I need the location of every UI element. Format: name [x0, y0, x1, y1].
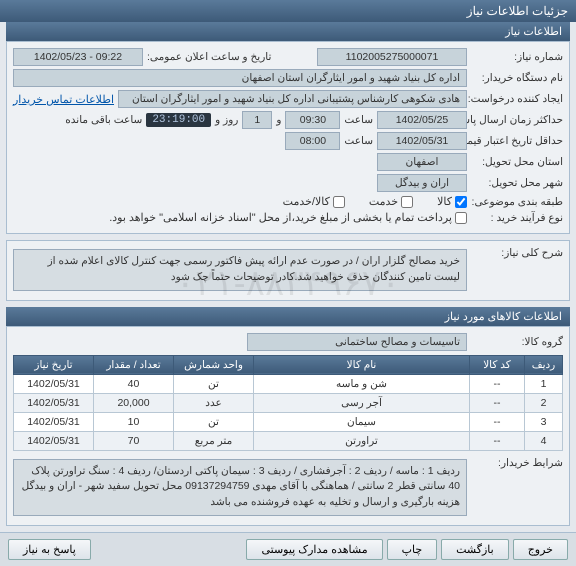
table-cell: 70: [94, 431, 174, 450]
delivery-prov-label: استان محل تحویل:: [471, 156, 563, 168]
desc-panel: شرح کلی نیاز: خرید مصالح گلزار اران / در…: [6, 240, 570, 301]
need-no-value: 1102005275000071: [317, 48, 467, 66]
deadline-days: 1: [242, 111, 272, 129]
table-row[interactable]: 1--شن و ماسهتن401402/05/31: [14, 374, 563, 393]
announce-value: 1402/05/23 - 09:22: [13, 48, 143, 66]
deadline-date: 1402/05/25: [377, 111, 467, 129]
table-cell: آجر رسی: [254, 393, 470, 412]
process-check-label: پرداخت تمام یا بخشی از مبلغ خرید،از محل …: [109, 211, 452, 224]
desc-text: خرید مصالح گلزار اران / در صورت عدم ارائ…: [13, 249, 467, 291]
table-cell: --: [470, 393, 525, 412]
pkg-services-check[interactable]: خدمت: [369, 195, 413, 208]
table-cell: 1402/05/31: [14, 412, 94, 431]
button-bar: خروج بازگشت چاپ مشاهده مدارک پیوستی پاسخ…: [0, 532, 576, 566]
table-cell: --: [470, 412, 525, 431]
delivery-city-label: شهر محل تحویل:: [471, 177, 563, 189]
table-row[interactable]: 4--تراورتنمتر مربع701402/05/31: [14, 431, 563, 450]
remain-label: ساعت باقی مانده: [65, 114, 142, 126]
and-label: و: [276, 114, 281, 126]
table-cell: --: [470, 431, 525, 450]
table-cell: 1402/05/31: [14, 374, 94, 393]
creator-label: ایجاد کننده درخواست:: [471, 93, 563, 105]
announce-label: تاریخ و ساعت اعلان عمومی:: [147, 51, 271, 63]
items-panel: اطلاعات کالاهای مورد نیاز گروه کالا: تاس…: [6, 307, 570, 526]
items-table: ردیف کد کالا نام کالا واحد شمارش تعداد /…: [13, 355, 563, 451]
cond-label: شرایط خریدار:: [471, 457, 563, 469]
delivery-prov: اصفهان: [377, 153, 467, 171]
pkg-both-check[interactable]: کالا/خدمت: [283, 195, 345, 208]
table-cell: 1: [525, 374, 563, 393]
pkg-goods-check[interactable]: کالا: [437, 195, 467, 208]
table-cell: سیمان: [254, 412, 470, 431]
table-cell: 20,000: [94, 393, 174, 412]
process-label: نوع فرآیند خرید :: [471, 212, 563, 224]
col-code: کد کالا: [470, 355, 525, 374]
col-row: ردیف: [525, 355, 563, 374]
pkg-services-label: خدمت: [369, 195, 398, 208]
col-qty: تعداد / مقدار: [94, 355, 174, 374]
table-cell: 2: [525, 393, 563, 412]
table-cell: متر مربع: [174, 431, 254, 450]
validity-label: حداقل تاریخ اعتبار قیمت تا تاریخ:: [471, 135, 563, 147]
items-header: اطلاعات کالاهای مورد نیاز: [6, 307, 570, 326]
info-panel: اطلاعات نیاز شماره نیاز: 110200527500007…: [6, 22, 570, 234]
pkg-label: طبقه بندی موضوعی:: [471, 196, 563, 208]
cond-text: ردیف 1 : ماسه / ردیف 2 : آجرفشاری / ردیف…: [13, 459, 467, 516]
col-unit: واحد شمارش: [174, 355, 254, 374]
table-cell: تراورتن: [254, 431, 470, 450]
delivery-city: اران و بیدگل: [377, 174, 467, 192]
deadline-time: 09:30: [285, 111, 340, 129]
table-cell: 4: [525, 431, 563, 450]
desc-label: شرح کلی نیاز:: [471, 247, 563, 259]
info-body: شماره نیاز: 1102005275000071 تاریخ و ساع…: [6, 41, 570, 234]
days-label: روز و: [215, 114, 238, 126]
info-header: اطلاعات نیاز: [6, 22, 570, 41]
buyer-label: نام دستگاه خریدار:: [471, 72, 563, 84]
validity-time: 08:00: [285, 132, 340, 150]
window: ۰۲۱-۸۸۳۴۹۶۷۰ جزئیات اطلاعات نیاز اطلاعات…: [0, 0, 576, 566]
table-cell: 10: [94, 412, 174, 431]
deadline-label: حداکثر زمان ارسال پاسخ:: [471, 114, 563, 126]
table-cell: شن و ماسه: [254, 374, 470, 393]
buyer-value: اداره کل بنیاد شهید و امور ایثارگران است…: [13, 69, 467, 87]
pkg-both-label: کالا/خدمت: [283, 195, 330, 208]
table-cell: عدد: [174, 393, 254, 412]
process-check[interactable]: پرداخت تمام یا بخشی از مبلغ خرید،از محل …: [109, 211, 467, 224]
table-cell: --: [470, 374, 525, 393]
col-date: تاریخ نیاز: [14, 355, 94, 374]
table-cell: 3: [525, 412, 563, 431]
hour-label-1: ساعت: [344, 114, 373, 126]
table-row[interactable]: 2--آجر رسیعدد20,0001402/05/31: [14, 393, 563, 412]
need-no-label: شماره نیاز:: [471, 51, 563, 63]
table-header-row: ردیف کد کالا نام کالا واحد شمارش تعداد /…: [14, 355, 563, 374]
validity-date: 1402/05/31: [377, 132, 467, 150]
table-cell: تن: [174, 412, 254, 431]
table-cell: 40: [94, 374, 174, 393]
contact-link[interactable]: اطلاعات تماس خریدار: [13, 93, 114, 106]
group-label: گروه کالا:: [471, 336, 563, 348]
table-cell: 1402/05/31: [14, 393, 94, 412]
table-cell: تن: [174, 374, 254, 393]
group-value: تاسیسات و مصالح ساختمانی: [247, 333, 467, 351]
pkg-goods-label: کالا: [437, 195, 452, 208]
hour-label-2: ساعت: [344, 135, 373, 147]
creator-value: هادی شکوهی کارشناس پشتیبانی اداره کل بنی…: [118, 90, 467, 108]
table-row[interactable]: 3--سیمانتن101402/05/31: [14, 412, 563, 431]
table-cell: 1402/05/31: [14, 431, 94, 450]
window-title: جزئیات اطلاعات نیاز: [0, 0, 576, 22]
col-name: نام کالا: [254, 355, 470, 374]
countdown: 23:19:00: [146, 113, 211, 127]
